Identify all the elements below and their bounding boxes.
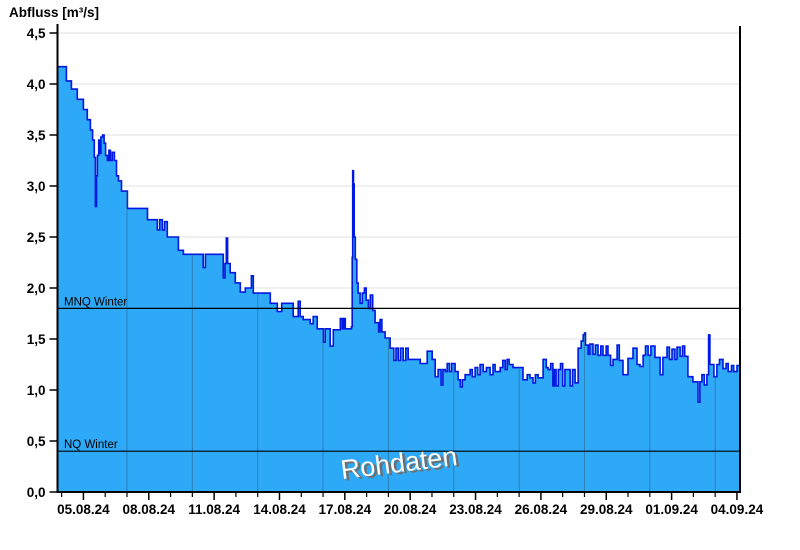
reference-line-label: NQ Winter [64, 439, 118, 451]
x-tick-label: 14.08.24 [253, 502, 306, 517]
discharge-area-series [58, 65, 741, 492]
y-tick-label: 4,5 [27, 26, 46, 41]
x-tick-label: 17.08.24 [319, 502, 372, 517]
tick-marks [49, 32, 738, 500]
y-tick-label: 4,0 [27, 77, 46, 92]
area-fill [58, 66, 740, 492]
reference-line-label: MNQ Winter [64, 296, 127, 308]
y-tick-label: 1,0 [27, 383, 46, 398]
x-tick-label: 01.09.24 [645, 502, 698, 517]
x-tick-label: 29.08.24 [580, 502, 633, 517]
y-tick-label: 1,5 [27, 332, 46, 347]
y-tick-label: 2,0 [27, 281, 46, 296]
x-tick-label: 23.08.24 [449, 502, 502, 517]
x-tick-label: 20.08.24 [384, 502, 437, 517]
x-tick-label: 26.08.24 [515, 502, 568, 517]
x-tick-label: 05.08.24 [57, 502, 110, 517]
y-tick-label: 2,5 [27, 230, 46, 245]
y-tick-label: 0,0 [27, 485, 46, 500]
y-tick-label: 3,0 [27, 179, 46, 194]
series-line [58, 65, 741, 403]
y-tick-label: 0,5 [27, 434, 46, 449]
chart-title: Abfluss [m³/s] [9, 5, 100, 20]
tick-labels: 0,0 0,5 1,0 1,5 2,0 2,5 3,0 3,5 4,0 4,5 05.08.24 08… [27, 26, 764, 517]
x-tick-label: 04.09.24 [711, 502, 764, 517]
reference-lines: MNQ Winter NQ Winter [57, 296, 740, 452]
y-tick-label: 3,5 [27, 128, 46, 143]
x-tick-label: 08.08.24 [122, 502, 175, 517]
x-tick-label: 11.08.24 [188, 502, 240, 517]
